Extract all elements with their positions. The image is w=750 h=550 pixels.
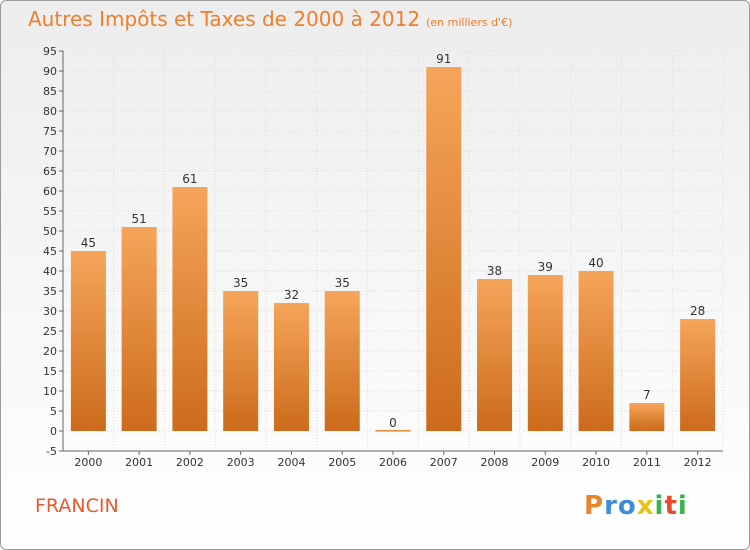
x-tick-label: 2007	[430, 456, 458, 469]
data-label: 61	[182, 172, 197, 186]
logo-letter: o	[617, 491, 637, 521]
x-tick-label: 2004	[277, 456, 305, 469]
y-tick-label: 65	[43, 165, 57, 178]
data-label: 35	[233, 276, 248, 290]
bar	[578, 271, 614, 431]
y-tick-label: 30	[43, 305, 57, 318]
y-tick-label: 55	[43, 205, 57, 218]
proxiti-logo: Proxiti	[584, 491, 688, 521]
x-tick-label: 2002	[176, 456, 204, 469]
data-label: 91	[436, 52, 451, 66]
data-label: 28	[690, 304, 705, 318]
x-tick-label: 2003	[227, 456, 255, 469]
bar	[70, 251, 106, 431]
y-tick-label: 70	[43, 145, 57, 158]
logo-letter: i	[677, 491, 688, 521]
logo-letter: t	[664, 491, 678, 521]
y-tick-label: -5	[46, 445, 57, 458]
y-tick-label: 40	[43, 265, 57, 278]
y-tick-label: 0	[50, 425, 57, 438]
y-tick-label: 60	[43, 185, 57, 198]
y-tick-label: 95	[43, 45, 57, 58]
x-tick-label: 2011	[633, 456, 661, 469]
y-tick-label: 15	[43, 365, 57, 378]
bar	[375, 430, 411, 432]
data-label: 0	[389, 416, 397, 430]
x-tick-label: 2009	[531, 456, 559, 469]
y-tick-label: 50	[43, 225, 57, 238]
y-tick-label: 5	[50, 405, 57, 418]
data-label: 39	[538, 260, 553, 274]
chart-title-text: Autres Impôts et Taxes de 2000 à 2012	[28, 7, 421, 31]
logo-letter: i	[654, 491, 665, 521]
chart-title: Autres Impôts et Taxes de 2000 à 2012 (en…	[28, 7, 512, 31]
place-name: FRANCIN	[35, 495, 119, 517]
data-label: 38	[487, 264, 502, 278]
y-tick-label: 10	[43, 385, 57, 398]
y-tick-label: 35	[43, 285, 57, 298]
bar	[426, 67, 462, 431]
x-tick-label: 2008	[481, 456, 509, 469]
data-label: 51	[132, 212, 147, 226]
data-label: 40	[588, 256, 603, 270]
bar	[527, 275, 563, 431]
x-tick-label: 2000	[74, 456, 102, 469]
logo-letter: r	[604, 491, 618, 521]
bar	[324, 291, 360, 431]
logo-letter: P	[584, 491, 605, 521]
bar	[223, 291, 259, 431]
y-tick-label: 80	[43, 105, 57, 118]
x-tick-label: 2012	[684, 456, 712, 469]
bar	[680, 319, 716, 431]
y-tick-label: 75	[43, 125, 57, 138]
data-label: 45	[81, 236, 96, 250]
y-tick-label: 25	[43, 325, 57, 338]
x-tick-label: 2010	[582, 456, 610, 469]
x-tick-label: 2005	[328, 456, 356, 469]
y-tick-label: 20	[43, 345, 57, 358]
logo-letter: x	[636, 491, 655, 521]
y-tick-label: 85	[43, 85, 57, 98]
x-tick-label: 2006	[379, 456, 407, 469]
bar	[477, 279, 513, 431]
data-label: 7	[643, 388, 651, 402]
bar	[629, 403, 665, 431]
data-label: 35	[335, 276, 350, 290]
y-tick-label: 45	[43, 245, 57, 258]
chart-subtitle: (en milliers d'€)	[426, 16, 513, 29]
y-tick-label: 90	[43, 65, 57, 78]
bar	[273, 303, 309, 431]
data-label: 32	[284, 288, 299, 302]
bar	[121, 227, 157, 431]
x-tick-label: 2001	[125, 456, 153, 469]
bar	[172, 187, 208, 431]
